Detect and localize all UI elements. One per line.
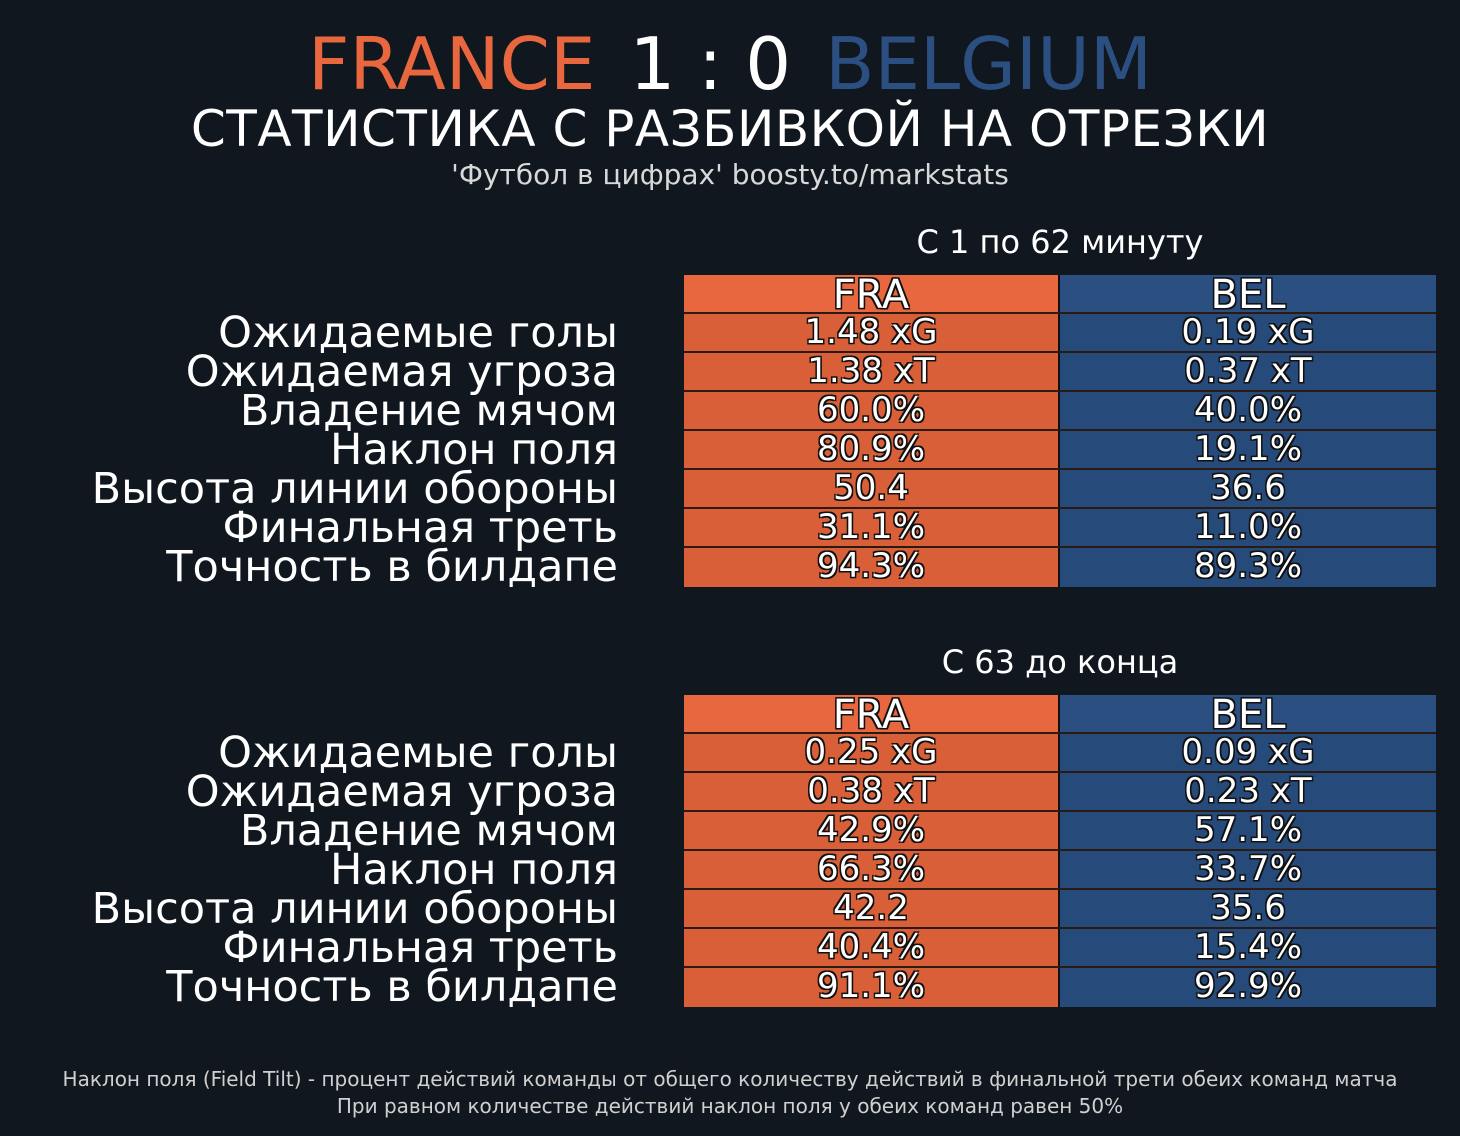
table-row: 42.2 35.6 — [684, 890, 1436, 929]
table-row: 0.25 xG 0.09 xG — [684, 734, 1436, 773]
match-score: 1 : 0 — [629, 22, 792, 106]
table-row: 91.1% 92.9% — [684, 968, 1436, 1007]
table-row: 0.38 xT 0.23 xT — [684, 773, 1436, 812]
fra-value: 31.1% — [684, 509, 1060, 546]
home-team-name: FRANCE — [308, 22, 596, 106]
stat-label: Высота линии обороны — [91, 464, 618, 514]
table-row: 1.48 xG 0.19 xG — [684, 314, 1436, 353]
bel-value: 36.6 — [1060, 470, 1436, 507]
bel-value: 11.0% — [1060, 509, 1436, 546]
bel-value: 0.09 xG — [1060, 734, 1436, 771]
section-title: С 63 до конца — [941, 643, 1179, 681]
bel-value: 89.3% — [1060, 548, 1436, 587]
bel-value: 40.0% — [1060, 392, 1436, 429]
table-row: 66.3% 33.7% — [684, 851, 1436, 890]
table-row: 50.4 36.6 — [684, 470, 1436, 509]
fra-value: 91.1% — [684, 968, 1060, 1007]
fra-value: 0.38 xT — [684, 773, 1060, 810]
stat-label: Финальная треть — [222, 923, 618, 973]
table-header-row: FRA BEL — [684, 695, 1436, 735]
fra-value: 1.38 xT — [684, 353, 1060, 390]
table-row: 1.38 xT 0.37 xT — [684, 353, 1436, 392]
fra-value: 50.4 — [684, 470, 1060, 507]
stat-label: Точность в билдапе — [166, 542, 618, 592]
stat-label: Наклон поля — [329, 845, 618, 895]
stat-label: Точность в билдапе — [166, 962, 618, 1012]
stat-label: Финальная треть — [222, 503, 618, 553]
stats-table: FRA BEL 1.48 xG 0.19 xG 1.38 xT 0.37 xT … — [684, 275, 1436, 587]
stat-label: Владение мячом — [239, 806, 618, 856]
stat-label: Ожидаемая угроза — [185, 347, 618, 397]
footnote: Наклон поля (Field Tilt) - процент дейст… — [0, 1066, 1460, 1120]
page-subtitle: СТАТИСТИКА С РАЗБИВКОЙ НА ОТРЕЗКИ — [190, 100, 1270, 158]
fra-value: 42.2 — [684, 890, 1060, 927]
stat-label: Владение мячом — [239, 386, 618, 436]
column-header-fra: FRA — [684, 275, 1060, 315]
column-header-fra: FRA — [684, 695, 1060, 735]
bel-value: 0.23 xT — [1060, 773, 1436, 810]
fra-value: 94.3% — [684, 548, 1060, 587]
away-team-name: BELGIUM — [825, 22, 1152, 106]
header: FRANCE 1 : 0 BELGIUM СТАТИСТИКА С РАЗБИВКО… — [0, 22, 1460, 192]
table-row: 60.0% 40.0% — [684, 392, 1436, 431]
section-title: С 1 по 62 минуту — [916, 223, 1204, 261]
bel-value: 35.6 — [1060, 890, 1436, 927]
stats-table: FRA BEL 0.25 xG 0.09 xG 0.38 xT 0.23 xT … — [684, 695, 1436, 1007]
stat-label: Ожидаемые голы — [218, 728, 618, 778]
table-row: 94.3% 89.3% — [684, 548, 1436, 587]
stat-labels: Ожидаемые голы Ожидаемая угроза Владение… — [0, 308, 618, 592]
column-header-bel: BEL — [1060, 275, 1436, 315]
source-credit: 'Футбол в цифрах' boosty.to/markstats — [451, 158, 1009, 191]
table-header-row: FRA BEL — [684, 275, 1436, 315]
fra-value: 42.9% — [684, 812, 1060, 849]
score-line: FRANCE 1 : 0 BELGIUM — [0, 22, 1460, 106]
bel-value: 0.19 xG — [1060, 314, 1436, 351]
bel-value: 19.1% — [1060, 431, 1436, 468]
fra-value: 40.4% — [684, 929, 1060, 966]
column-header-bel: BEL — [1060, 695, 1436, 735]
table-row: 42.9% 57.1% — [684, 812, 1436, 851]
stat-label: Высота линии обороны — [91, 884, 618, 934]
table-row: 80.9% 19.1% — [684, 431, 1436, 470]
bel-value: 33.7% — [1060, 851, 1436, 888]
fra-value: 0.25 xG — [684, 734, 1060, 771]
fra-value: 1.48 xG — [684, 314, 1060, 351]
fra-value: 60.0% — [684, 392, 1060, 429]
fra-value: 80.9% — [684, 431, 1060, 468]
footnote-line: При равном количестве действий наклон по… — [336, 1094, 1124, 1118]
stat-label: Наклон поля — [329, 425, 618, 475]
stat-labels: Ожидаемые голы Ожидаемая угроза Владение… — [0, 728, 618, 1012]
stat-label: Ожидаемые голы — [218, 308, 618, 358]
fra-value: 66.3% — [684, 851, 1060, 888]
bel-value: 92.9% — [1060, 968, 1436, 1007]
table-row: 40.4% 15.4% — [684, 929, 1436, 968]
bel-value: 15.4% — [1060, 929, 1436, 966]
bel-value: 57.1% — [1060, 812, 1436, 849]
stat-label: Ожидаемая угроза — [185, 767, 618, 817]
table-row: 31.1% 11.0% — [684, 509, 1436, 548]
bel-value: 0.37 xT — [1060, 353, 1436, 390]
footnote-line: Наклон поля (Field Tilt) - процент дейст… — [62, 1067, 1398, 1091]
